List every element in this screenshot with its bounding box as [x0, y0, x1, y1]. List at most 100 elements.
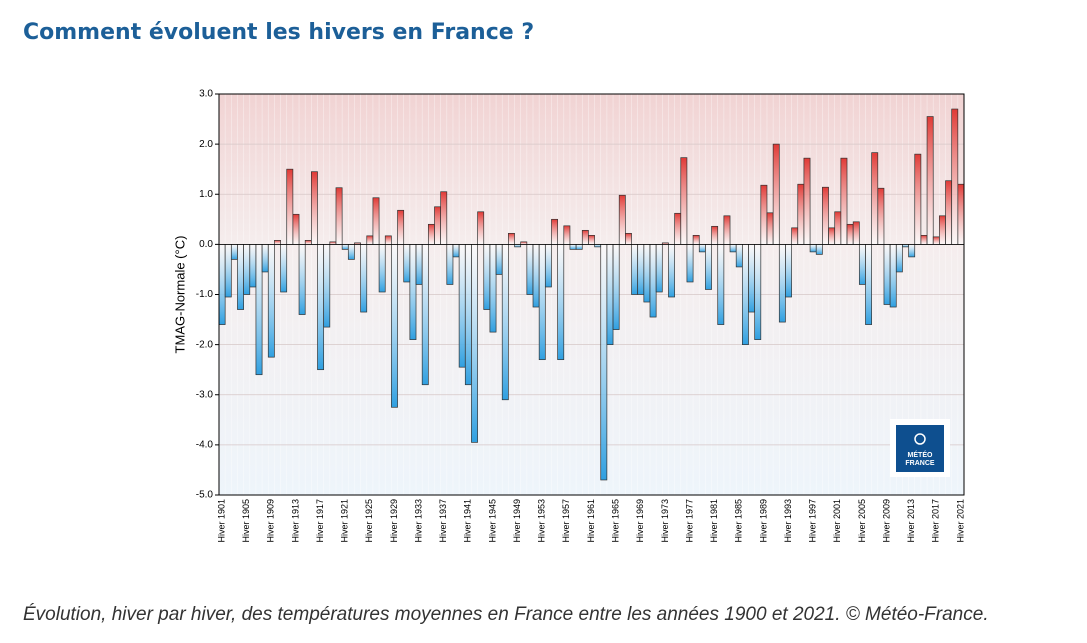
bar: [698, 244, 706, 253]
bar: [249, 244, 257, 288]
bar: [778, 244, 786, 323]
bar: [748, 244, 756, 313]
bar: [575, 244, 583, 250]
x-tick-label: Hiver 2001: [832, 499, 842, 543]
bar: [588, 235, 595, 245]
x-tick-label: Hiver 1921: [340, 499, 350, 543]
x-tick-label: Hiver 1941: [463, 499, 473, 543]
logo: [896, 425, 944, 472]
bar: [846, 223, 854, 245]
bar: [932, 236, 940, 245]
bar: [311, 171, 318, 245]
x-tick-label: Hiver 1985: [734, 499, 744, 543]
bar: [440, 191, 448, 245]
x-tick-label: Hiver 1917: [315, 499, 325, 543]
x-tick-label: Hiver 1961: [586, 499, 596, 543]
bar: [951, 108, 959, 245]
bar: [267, 244, 275, 358]
bar: [680, 157, 688, 245]
x-tick-label: Hiver 1997: [808, 499, 818, 543]
bar: [877, 187, 885, 245]
bar: [489, 244, 497, 333]
y-tick-label: -5.0: [196, 490, 214, 501]
y-axis-label: TMAG-Normale (°C): [172, 236, 187, 354]
y-tick-label: 3.0: [199, 89, 213, 100]
bar: [772, 143, 780, 245]
bar: [945, 180, 953, 245]
bar: [434, 206, 442, 245]
bar: [452, 244, 460, 258]
bar: [551, 218, 558, 245]
y-tick-label: -2.0: [196, 339, 214, 350]
bar: [785, 244, 792, 298]
bar: [631, 244, 639, 295]
x-tick-label: Hiver 1953: [537, 499, 547, 543]
x-tick-label: Hiver 1925: [364, 499, 374, 543]
x-tick-label: Hiver 2009: [881, 499, 891, 543]
bar: [618, 194, 626, 245]
x-tick-label: Hiver 1949: [512, 499, 522, 543]
bar: [766, 212, 774, 245]
bar: [464, 244, 472, 386]
bar: [600, 244, 608, 481]
bar: [606, 244, 614, 345]
caption: Évolution, hiver par hiver, des températ…: [23, 604, 989, 625]
bar: [668, 244, 675, 298]
x-tick-label: Hiver 1929: [389, 499, 399, 543]
x-tick-label: Hiver 1901: [216, 499, 226, 543]
x-tick-label: Hiver 1933: [413, 499, 423, 543]
bar: [360, 244, 368, 313]
bar: [280, 244, 288, 293]
bar: [649, 244, 657, 318]
bar: [218, 244, 226, 325]
bar: [483, 244, 491, 310]
bar: [612, 244, 620, 330]
bar: [471, 244, 478, 443]
bar: [908, 244, 916, 258]
x-tick-label: Hiver 1993: [783, 499, 793, 543]
bar: [501, 244, 509, 401]
background-cold: [219, 244, 964, 495]
y-tick-label: -1.0: [196, 289, 214, 300]
bar: [323, 244, 331, 328]
bar: [532, 244, 540, 308]
x-tick-label: Hiver 1977: [684, 499, 694, 543]
bar: [427, 223, 435, 245]
bar: [834, 211, 842, 245]
bar: [865, 244, 872, 325]
bar: [274, 240, 281, 245]
bar: [243, 244, 251, 295]
x-tick-label: Hiver 1957: [561, 499, 571, 543]
bar: [495, 244, 503, 275]
bar: [939, 215, 946, 245]
x-tick-label: Hiver 2013: [906, 499, 916, 543]
bar: [391, 244, 398, 408]
bar: [557, 244, 565, 361]
bar: [298, 244, 306, 315]
bar: [255, 244, 263, 376]
bar: [852, 221, 860, 245]
bar: [403, 244, 411, 283]
bar: [378, 244, 386, 293]
bar: [809, 244, 817, 253]
y-tick-label: -3.0: [196, 389, 214, 400]
bar: [637, 244, 645, 295]
bar: [538, 244, 546, 361]
bar: [705, 244, 712, 290]
bar: [563, 225, 571, 245]
bar: [446, 244, 454, 285]
bar: [643, 244, 651, 303]
bar: [625, 232, 632, 245]
bar: [926, 116, 934, 245]
bar: [735, 244, 743, 268]
bar: [421, 244, 429, 386]
bar: [686, 244, 694, 283]
bar: [754, 244, 762, 340]
bar: [304, 240, 312, 245]
bar: [224, 244, 232, 298]
bar: [729, 244, 737, 253]
bar: [581, 229, 589, 245]
bar: [508, 232, 515, 245]
bar: [871, 152, 879, 245]
